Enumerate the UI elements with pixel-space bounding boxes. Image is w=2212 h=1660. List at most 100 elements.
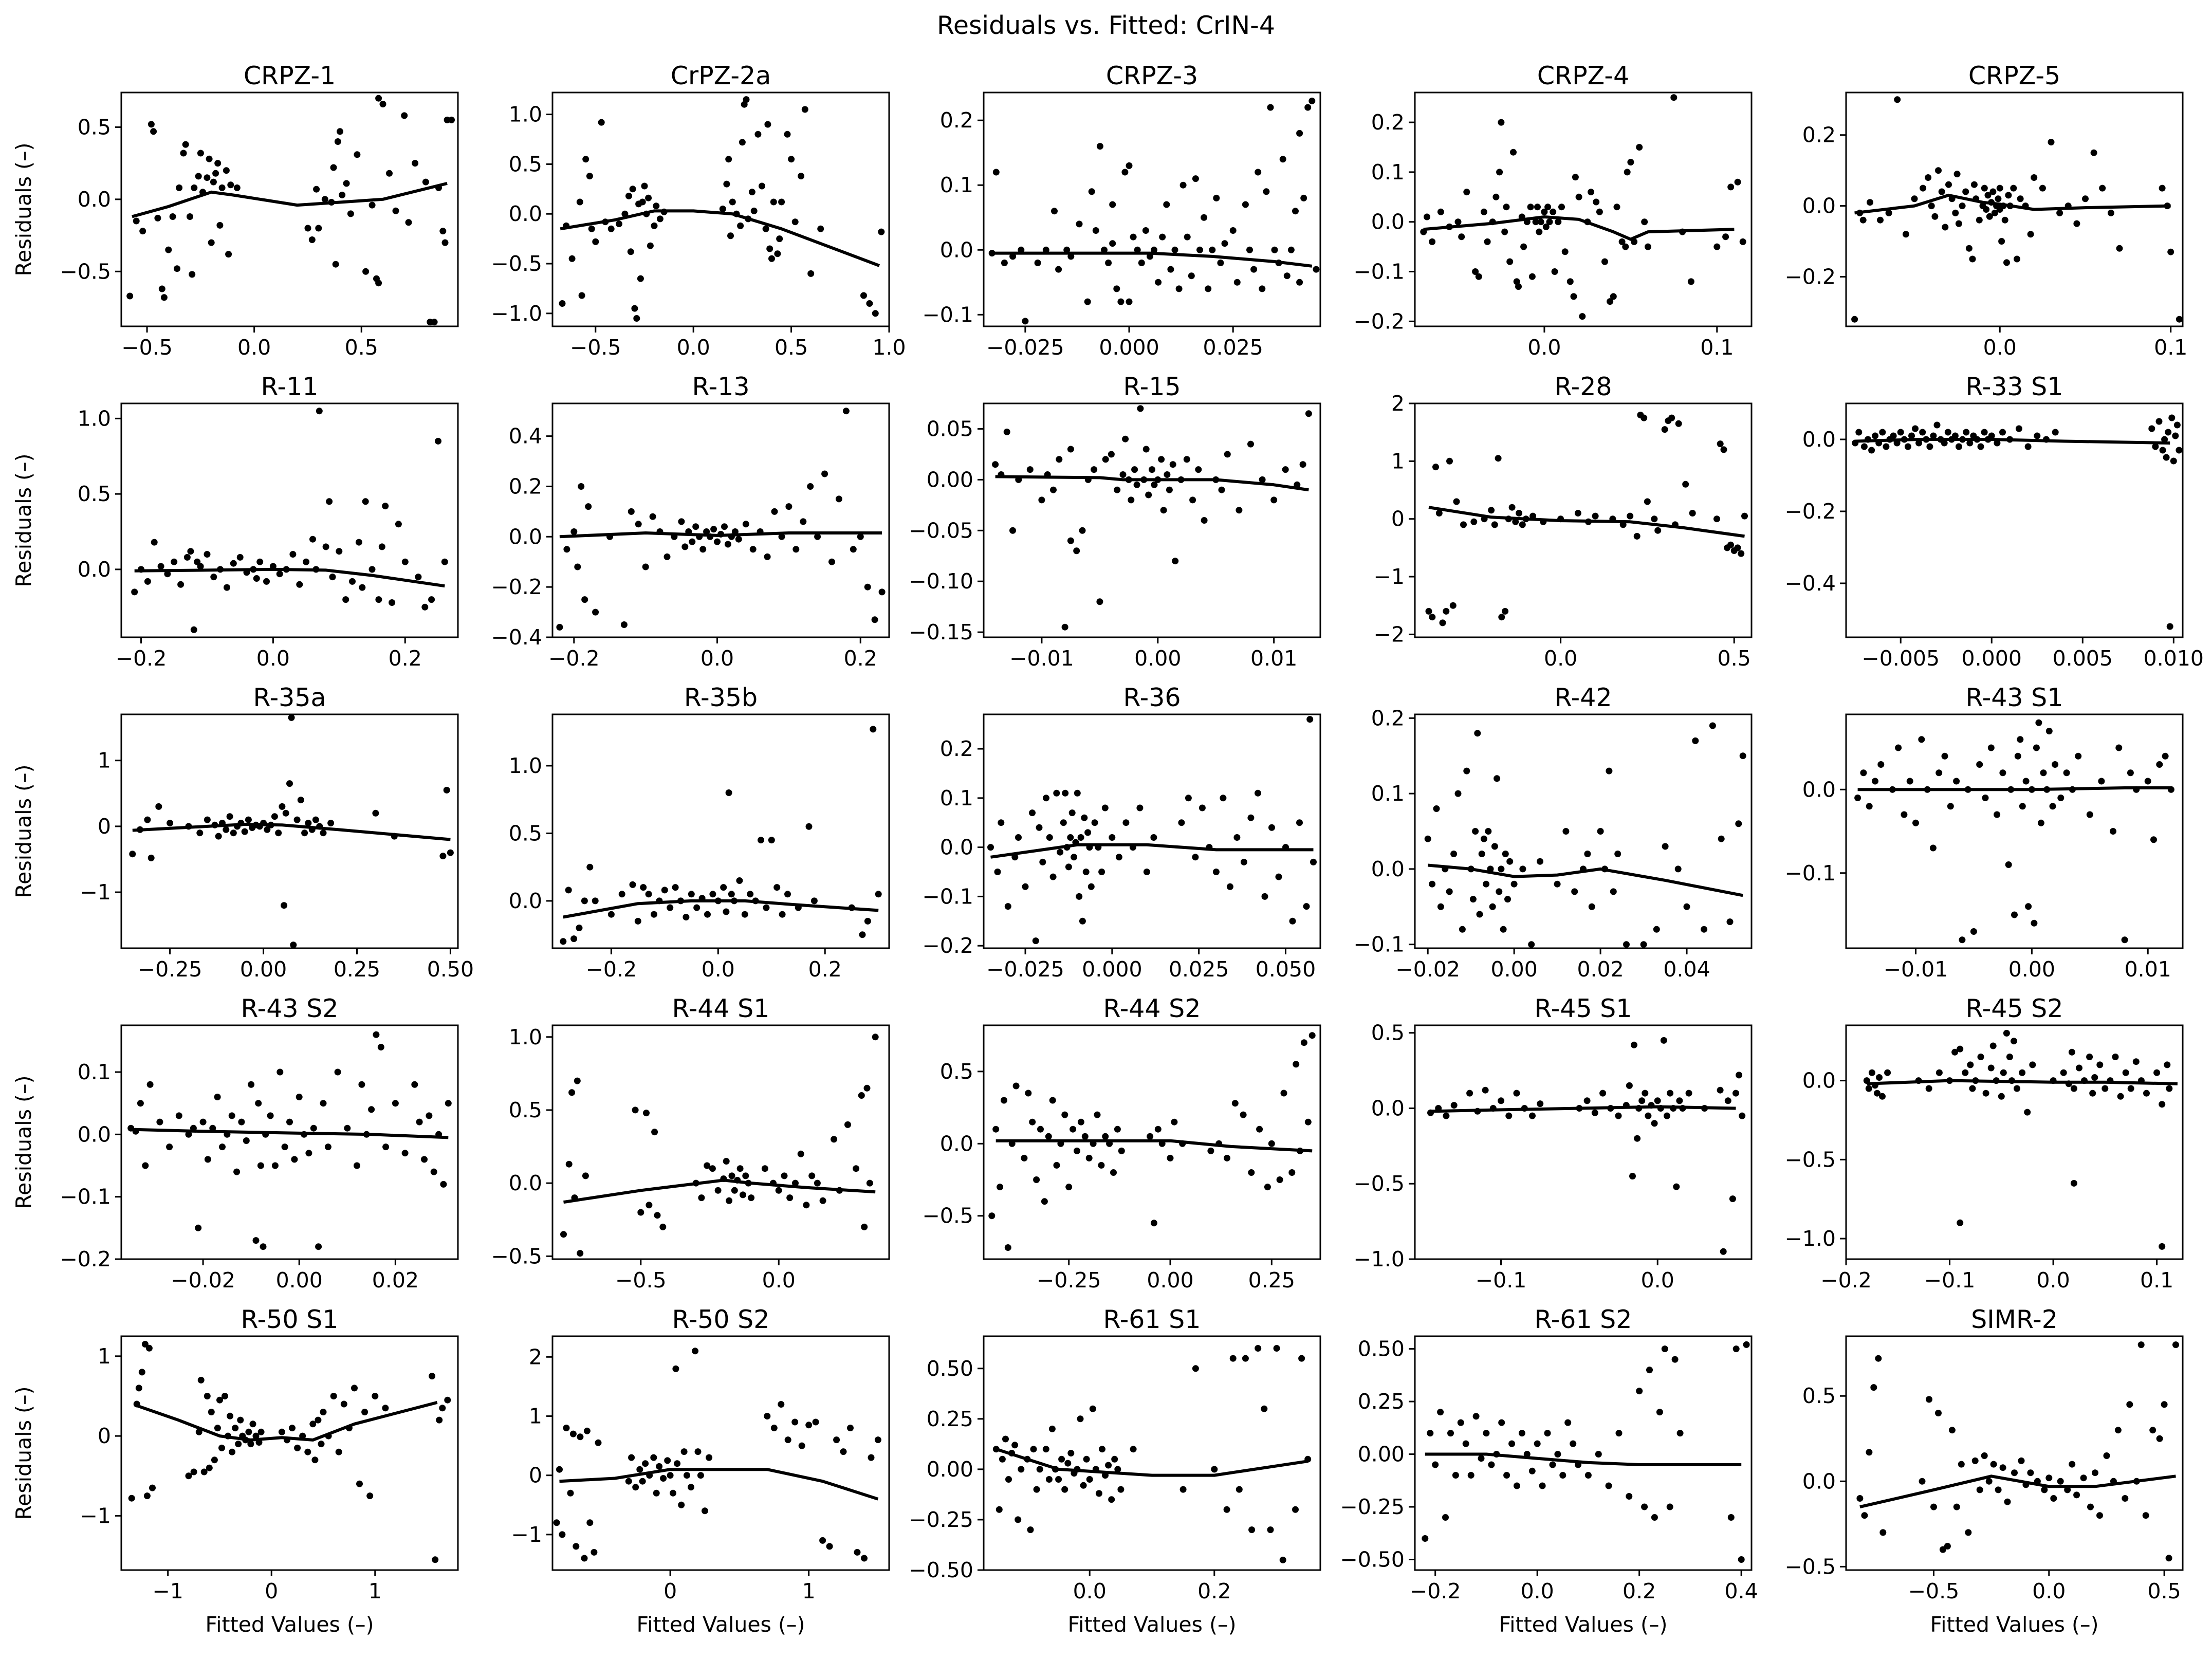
data-point [1982, 1090, 1989, 1097]
data-point [227, 1412, 234, 1419]
axes-frame [551, 713, 890, 949]
data-point [1991, 209, 1998, 216]
data-point [750, 207, 758, 214]
data-point [1976, 216, 1983, 224]
x-tick-label: 0.25 [1248, 1268, 1295, 1293]
lowess-trend-line [563, 899, 879, 919]
data-point [133, 217, 140, 225]
x-tick-label: 1 [368, 1579, 382, 1603]
data-point [1449, 602, 1457, 609]
data-point [1717, 440, 1724, 448]
x-tick-label: 0.050 [1256, 957, 1316, 982]
data-point [817, 225, 824, 232]
data-point [1977, 1054, 1984, 1060]
axes-frame [983, 1024, 1321, 1260]
y-tick-label: −0.50 [909, 1558, 973, 1582]
data-point [1096, 598, 1103, 605]
data-point [1925, 1085, 1932, 1092]
data-point [1957, 1219, 1964, 1226]
y-tick-label: 0.1 [940, 173, 973, 197]
data-point [1130, 233, 1137, 241]
data-point [204, 816, 211, 823]
data-point [992, 461, 999, 468]
subplot-title: R-43 S1 [1966, 683, 2063, 712]
data-point [1485, 828, 1492, 835]
data-point [2117, 1093, 2124, 1100]
data-point [428, 596, 435, 603]
y-tick-label: 0.5 [509, 1098, 542, 1122]
data-point [128, 1495, 135, 1502]
data-point [719, 206, 726, 212]
data-point [2166, 623, 2173, 630]
y-tick-label: −0.4 [1784, 571, 1836, 596]
data-point [278, 1428, 285, 1435]
y-tick-label: 0 [98, 1424, 111, 1448]
y-tick-label: 0.0 [1371, 1096, 1405, 1120]
data-point [138, 1369, 145, 1376]
data-point [2092, 1469, 2098, 1477]
data-point [1874, 1090, 1881, 1097]
data-point [1865, 1085, 1872, 1092]
data-point [629, 881, 636, 888]
data-point [1151, 246, 1157, 253]
data-point [860, 292, 867, 299]
data-point [1304, 104, 1312, 111]
data-point [2155, 418, 2163, 425]
data-point [316, 408, 323, 415]
data-point [574, 563, 581, 570]
data-point [591, 1548, 598, 1556]
lowess-trend-line [1428, 506, 1745, 538]
data-point [1953, 778, 1960, 785]
data-point [1506, 858, 1514, 865]
data-point [1105, 260, 1112, 266]
data-point [382, 1143, 390, 1151]
data-point [1108, 1496, 1115, 1503]
data-point [1159, 233, 1166, 241]
data-point [854, 1548, 861, 1556]
data-point [315, 225, 322, 232]
axes-frame [551, 91, 890, 327]
data-point [1915, 439, 1923, 447]
data-point [1926, 443, 1933, 450]
data-point [1957, 1045, 1964, 1053]
data-point [208, 239, 215, 246]
data-point [1171, 1118, 1178, 1126]
x-tick-label: 0.0 [1641, 1268, 1674, 1293]
data-point [1729, 1195, 1736, 1203]
data-point [1554, 1451, 1561, 1458]
data-point [195, 173, 202, 180]
data-point [2049, 803, 2056, 810]
data-point [1268, 824, 1275, 831]
data-point [840, 1448, 847, 1455]
data-point [826, 1543, 833, 1550]
subplot-10: R-33 S1−0.005 0.000 0.005 0.010−0.4−0.20.0 [1784, 372, 2204, 671]
subplot-12: R-35b−0.2 0.0 0.20.00.51.0 [509, 683, 890, 982]
data-point [2144, 778, 2151, 785]
data-point [570, 935, 578, 943]
data-point [1267, 104, 1274, 111]
data-point [987, 844, 994, 851]
lowess-trend-line [132, 823, 451, 841]
data-point [1884, 1069, 1891, 1076]
data-point [1981, 429, 1988, 436]
x-tick-label: −0.1 [1924, 1268, 1976, 1293]
y-tick-label: −0.5 [922, 1204, 973, 1228]
data-point [255, 1100, 262, 1107]
data-point [189, 271, 196, 278]
data-point [1255, 1345, 1262, 1352]
data-point [1074, 789, 1081, 797]
data-point [1220, 795, 1227, 802]
subplot-title: R-44 S2 [1103, 994, 1201, 1023]
data-point [1959, 936, 1966, 944]
axes-frame [983, 91, 1321, 327]
data-point [1717, 1086, 1724, 1094]
data-point [819, 1197, 826, 1204]
data-point [245, 1428, 252, 1435]
data-point [1654, 1097, 1661, 1104]
data-point [1999, 429, 2006, 436]
data-point [659, 1223, 667, 1230]
data-point [1261, 1405, 1268, 1412]
data-point [628, 508, 635, 515]
data-point [1498, 119, 1505, 126]
data-point [330, 1393, 337, 1399]
